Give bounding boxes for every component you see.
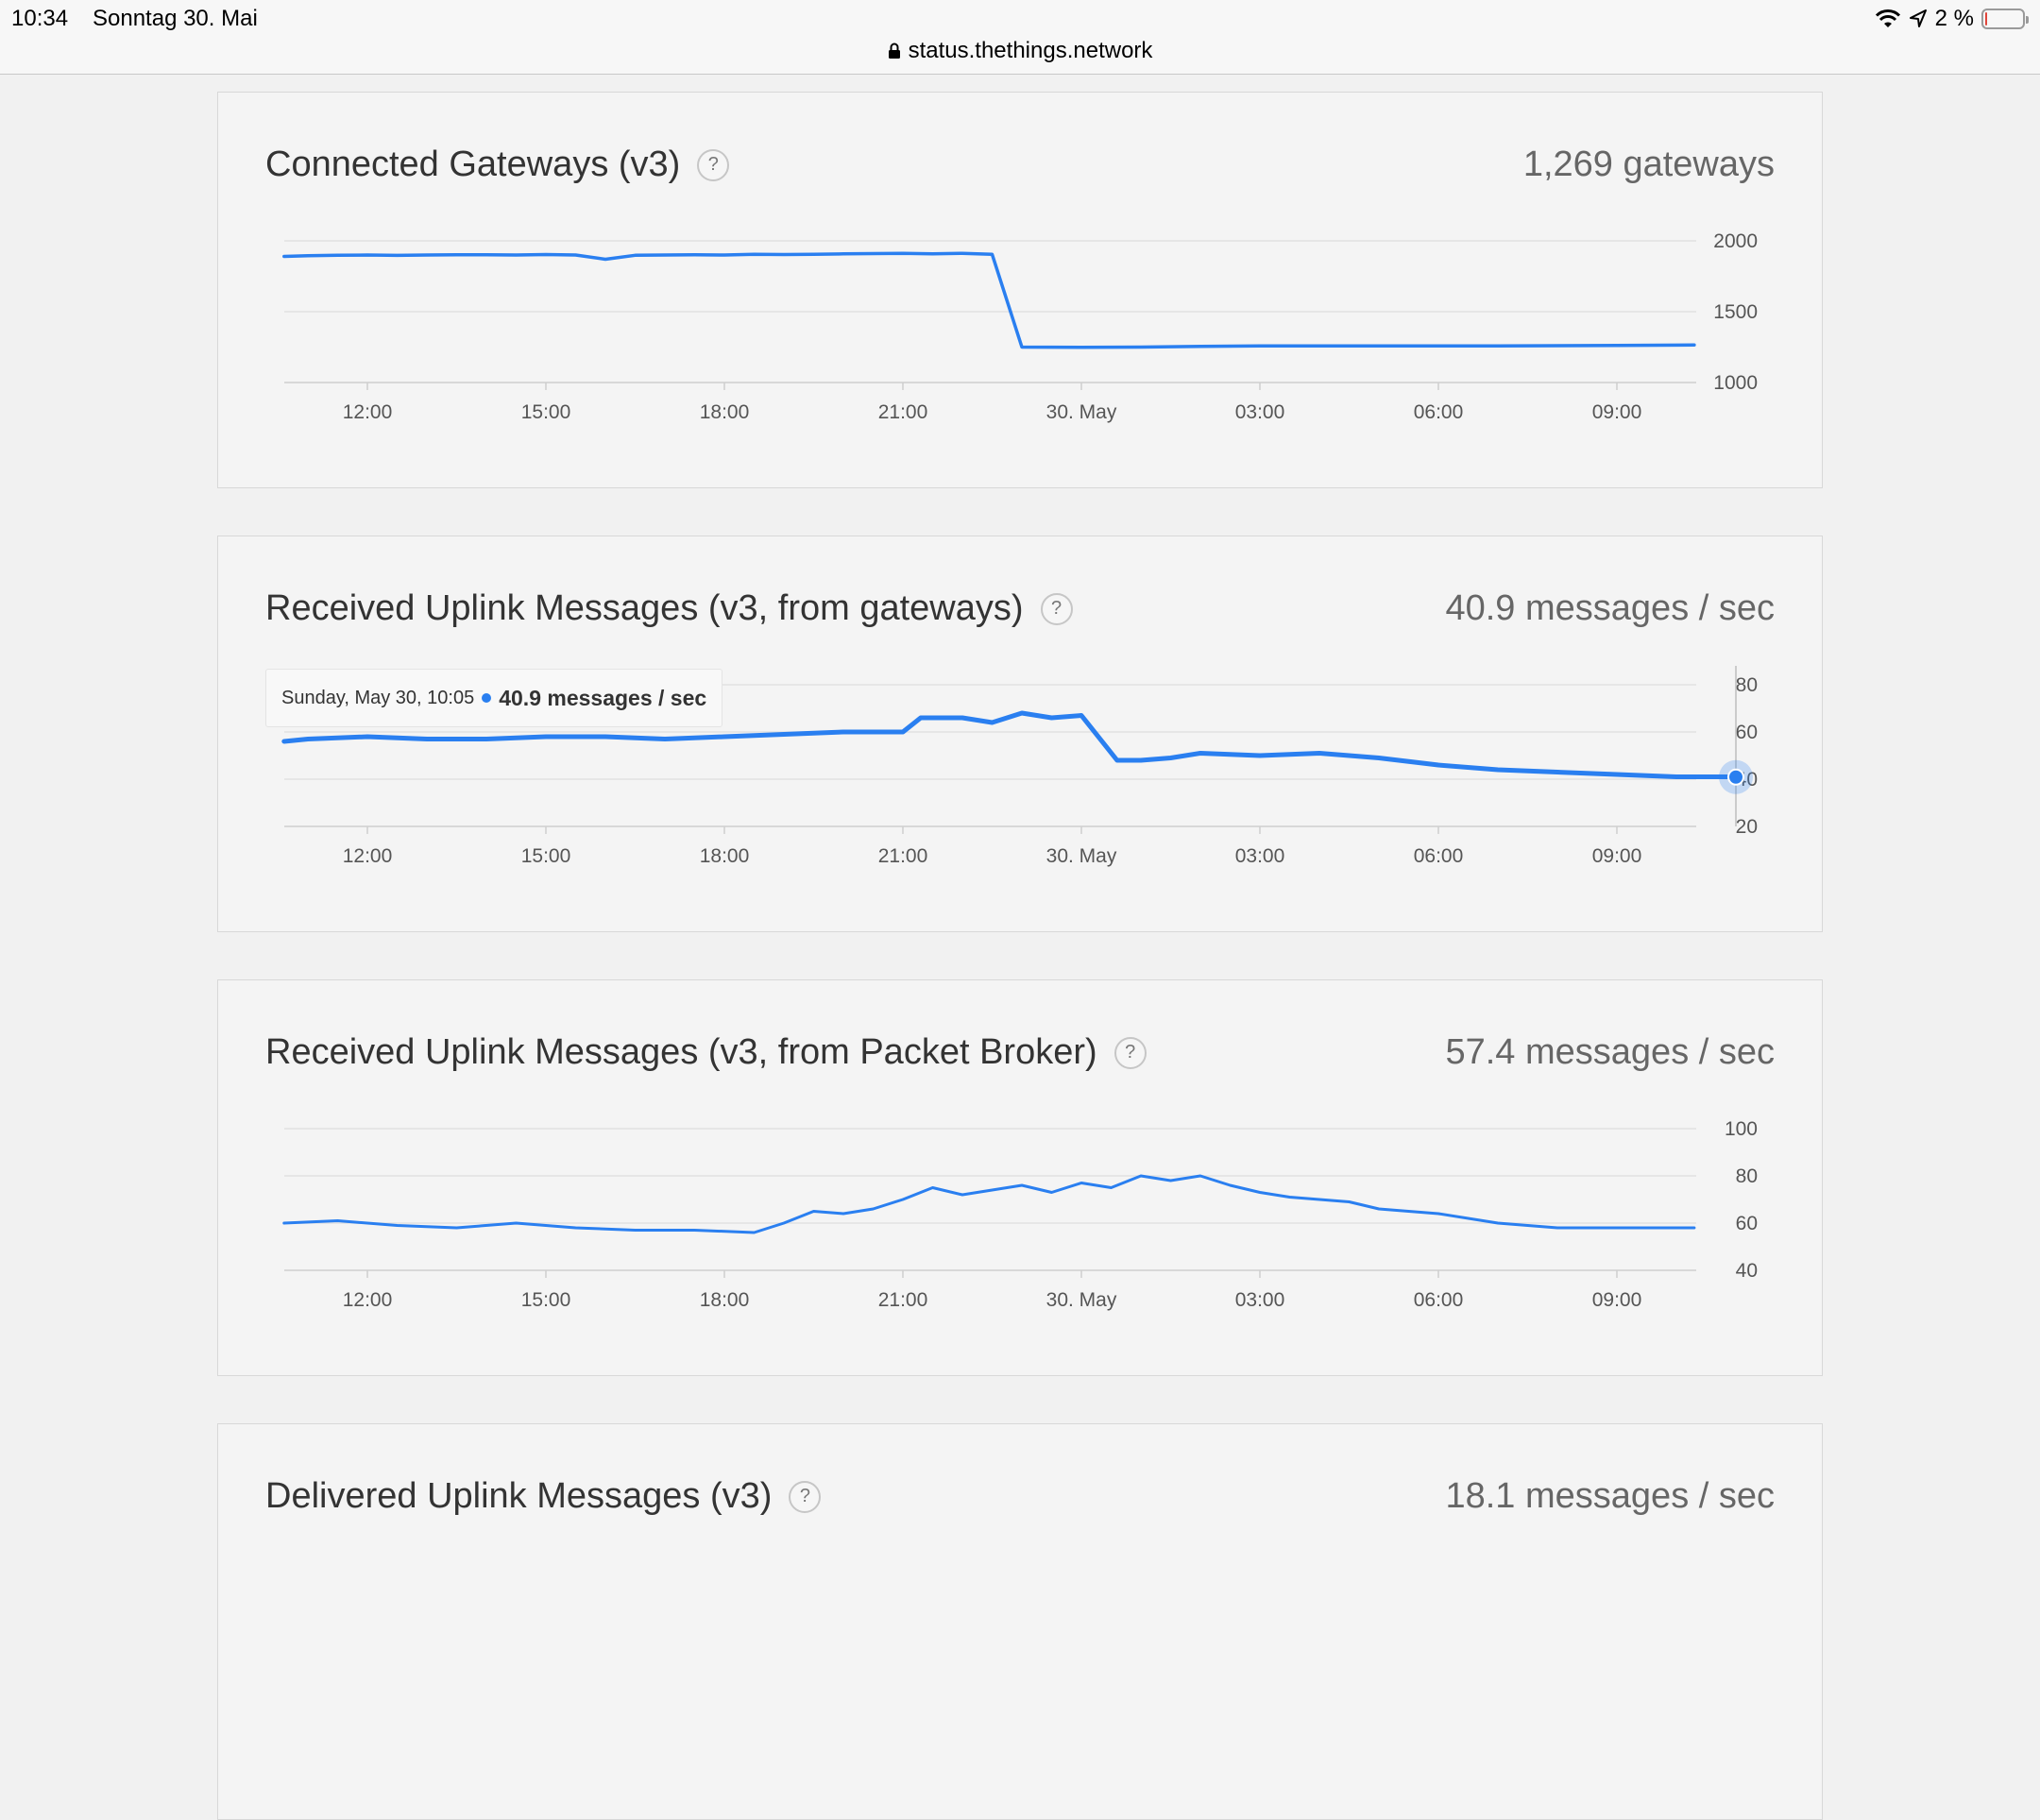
card-title-text: Delivered Uplink Messages (v3) [265, 1476, 773, 1516]
card-connected-gateways: 1000 1500 2000 12:00 15:00 18:00 21:00 30. May 0… [217, 92, 1823, 488]
help-icon[interactable]: ? [1114, 1036, 1147, 1069]
x-tick-label: 21:00 [878, 401, 928, 423]
address-bar[interactable]: status.thethings.network [0, 38, 2040, 64]
x-tick-label: 12:00 [343, 1289, 393, 1311]
help-icon[interactable]: ? [697, 148, 730, 181]
x-tick-label: 12:00 [343, 845, 393, 867]
x-tick-label: 06:00 [1414, 1289, 1464, 1311]
x-tick-label: 30. May [1046, 401, 1117, 423]
series-line [281, 710, 1739, 779]
location-arrow-icon [1909, 9, 1927, 27]
y-tick-label: 80 [1736, 1165, 1758, 1187]
x-tick-label: 18:00 [700, 1289, 750, 1311]
series-line [282, 251, 1696, 349]
status-indicators: 2 % [1875, 4, 2029, 34]
highlight-point[interactable] [1727, 768, 1744, 786]
y-tick-label: 60 [1736, 1213, 1758, 1234]
tooltip-date: Sunday, May 30, 10:05 [281, 687, 475, 708]
x-tick-label: 09:00 [1592, 401, 1642, 423]
y-tick-label: 40 [1736, 1260, 1758, 1282]
y-tick-label: 1500 [1713, 301, 1758, 323]
y-tick-label: 60 [1736, 722, 1758, 743]
card-title: Received Uplink Messages (v3, from gatew… [265, 588, 1073, 629]
card-current-value: 1,269 gateways [1522, 145, 1775, 184]
status-time: 10:34 [11, 6, 69, 31]
battery-percent: 2 % [1934, 6, 1974, 31]
y-tick-label: 100 [1725, 1118, 1758, 1140]
help-icon[interactable]: ? [789, 1480, 822, 1513]
x-tick-label: 15:00 [521, 401, 571, 423]
x-tick-label: 18:00 [700, 401, 750, 423]
card-title: Delivered Uplink Messages (v3) ? [265, 1476, 822, 1517]
card-delivered-uplink: Delivered Uplink Messages (v3) ? 18.1 me… [217, 1423, 1823, 1820]
x-tick-label: 03:00 [1235, 401, 1285, 423]
status-date: Sonntag 30. Mai [93, 6, 258, 31]
series-dot-icon [482, 693, 492, 703]
card-current-value: 57.4 messages / sec [1445, 1032, 1775, 1072]
card-title-text: Connected Gateways (v3) [265, 145, 681, 184]
x-tick-label: 03:00 [1235, 1289, 1285, 1311]
x-tick-label: 15:00 [521, 1289, 571, 1311]
y-tick-label: 1000 [1713, 372, 1758, 394]
uplink-packet-broker-chart[interactable]: 40 60 80 100 12:00 15:00 18:00 21:00 30. May 03:0… [218, 980, 1824, 1377]
x-tick-label: 30. May [1046, 1289, 1117, 1311]
lock-icon [888, 43, 900, 59]
card-current-value: 40.9 messages / sec [1445, 588, 1775, 628]
x-tick-label: 18:00 [700, 845, 750, 867]
x-tick-label: 21:00 [878, 1289, 928, 1311]
y-tick-label: 20 [1736, 816, 1758, 838]
status-bar: 10:34 Sonntag 30. Mai 2 % status.thethin… [0, 0, 2040, 75]
help-icon[interactable]: ? [1040, 592, 1073, 625]
x-tick-label: 03:00 [1235, 845, 1285, 867]
card-title: Connected Gateways (v3) ? [265, 145, 730, 185]
card-title: Received Uplink Messages (v3, from Packe… [265, 1032, 1147, 1073]
tooltip-value: 40.9 messages / sec [499, 685, 707, 710]
x-tick-label: 06:00 [1414, 845, 1464, 867]
y-tick-label: 2000 [1713, 230, 1758, 252]
y-tick-label: 80 [1736, 674, 1758, 696]
chart-tooltip: Sunday, May 30, 10:05 40.9 messages / se… [265, 669, 723, 727]
x-tick-label: 09:00 [1592, 845, 1642, 867]
card-uplink-packet-broker: 40 60 80 100 12:00 15:00 18:00 21:00 30. May 03:0… [217, 979, 1823, 1376]
x-tick-label: 12:00 [343, 401, 393, 423]
x-tick-label: 06:00 [1414, 401, 1464, 423]
battery-icon [1981, 9, 2029, 29]
card-title-text: Received Uplink Messages (v3, from gatew… [265, 588, 1024, 628]
x-tick-label: 15:00 [521, 845, 571, 867]
series-line [282, 1174, 1696, 1234]
x-tick-label: 21:00 [878, 845, 928, 867]
gateways-chart: 1000 1500 2000 12:00 15:00 18:00 21:00 30. May 0… [282, 230, 1758, 423]
card-current-value: 18.1 messages / sec [1445, 1476, 1775, 1516]
card-uplink-gateways: 20 40 60 80 12:00 15:00 18:00 21:00 30. May 03:00… [217, 536, 1823, 932]
card-title-text: Received Uplink Messages (v3, from Packe… [265, 1032, 1097, 1072]
x-tick-label: 09:00 [1592, 1289, 1642, 1311]
x-tick-label: 30. May [1046, 845, 1117, 867]
wifi-icon [1875, 9, 1900, 27]
url-text: status.thethings.network [908, 38, 1153, 63]
